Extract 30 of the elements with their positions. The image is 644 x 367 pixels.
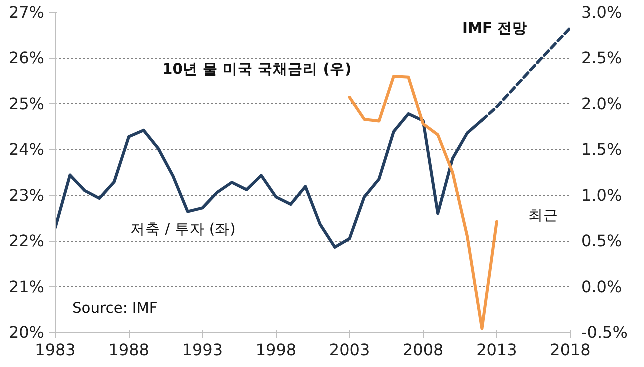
x-tick-label: 2018 bbox=[550, 340, 591, 360]
x-tick-label: 1998 bbox=[256, 340, 297, 360]
x-tick-label: 2008 bbox=[403, 340, 444, 360]
y-tick-label: 27% bbox=[8, 3, 44, 22]
x-tick-label: 1983 bbox=[35, 340, 76, 360]
y-tick-label: 23% bbox=[8, 186, 44, 205]
annotation: 10년 물 미국 국채금리 (우) bbox=[162, 61, 352, 78]
annotation: IMF 전망 bbox=[462, 20, 528, 37]
x-tick-label: 2013 bbox=[476, 340, 518, 360]
x-tick-label: 2003 bbox=[329, 340, 370, 360]
y-tick-label: 25% bbox=[8, 94, 44, 114]
y-tick-label: 20% bbox=[8, 323, 44, 342]
y2-tick-label: 1.5% bbox=[582, 140, 622, 160]
x-tick-label: 1988 bbox=[108, 340, 150, 360]
line-series bbox=[348, 75, 498, 330]
y2-tick-label: 1.0% bbox=[582, 186, 622, 205]
y2-tick-label: -0.5% bbox=[582, 323, 628, 342]
y-tick-label: 24% bbox=[8, 140, 44, 160]
y2-tick-label: 2.0% bbox=[582, 94, 622, 114]
annotation: Source: IMF bbox=[72, 300, 158, 317]
annotation: 최근 bbox=[528, 207, 558, 224]
y2-tick-label: 0.0% bbox=[582, 277, 622, 296]
y-tick-label: 22% bbox=[8, 232, 44, 251]
y-tick-label: 26% bbox=[8, 48, 44, 68]
annotation: 저축 / 투자 (좌) bbox=[130, 221, 236, 238]
y2-tick-label: 3.0% bbox=[582, 3, 622, 22]
y2-tick-label: 2.5% bbox=[582, 48, 622, 68]
y-tick-label: 21% bbox=[8, 277, 44, 296]
x-tick-label: 1993 bbox=[182, 340, 223, 360]
y2-tick-label: 0.5% bbox=[582, 232, 622, 251]
